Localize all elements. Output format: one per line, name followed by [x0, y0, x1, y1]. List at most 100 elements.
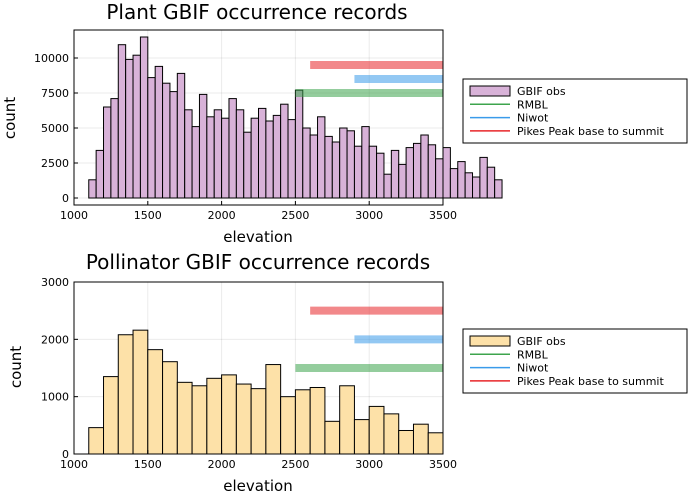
pollinator-histogram-bar [280, 396, 296, 455]
plant-histogram-bar [472, 176, 481, 199]
plant-histogram-bar [479, 156, 488, 199]
plant-histogram-bar [376, 152, 385, 199]
plant-x-axis-label: elevation [223, 228, 292, 246]
pollinator-histogram-bar [412, 423, 429, 455]
plant-y-ticks: 0 2500 5000 7500 10000 [34, 52, 78, 205]
pollinator-chart-title: Pollinator GBIF occurrence records [86, 250, 430, 274]
plant-histogram-bar [287, 119, 296, 199]
plant-histogram-bar [250, 117, 259, 199]
plant-chart-title: Plant GBIF occurrence records [106, 0, 407, 24]
plant-histogram-bar [198, 93, 208, 199]
pollinator-x-tick-label: 2000 [208, 458, 236, 471]
pollinator-x-tick-label: 2500 [281, 458, 309, 471]
plant-histogram-bar [464, 172, 474, 199]
plant-histogram-bar [221, 117, 230, 199]
plant-histogram-bar [309, 134, 319, 199]
plant-histogram-bar [235, 109, 245, 199]
pollinator-histogram-bar [368, 405, 385, 455]
pollinator-y-ticks: 0 1000 2000 3000 [41, 276, 78, 461]
plant-histogram-bar [154, 65, 164, 199]
plant-histogram-bar [228, 98, 237, 199]
pollinator-y-tick-label: 2000 [41, 333, 69, 346]
plant-x-tick-label: 1000 [60, 209, 88, 222]
plant-histogram-bar [435, 158, 444, 199]
plant-histogram-bar [420, 134, 429, 199]
plant-x-tick-label: 2500 [281, 209, 309, 222]
plant-legend-label: RMBL [517, 98, 549, 111]
plant-legend-swatch [469, 85, 511, 97]
plant-histogram-bar [398, 163, 407, 199]
plant-legend-label: Niwot [517, 112, 549, 125]
plant-y-tick-label: 10000 [34, 52, 69, 65]
pollinator-range-lines [295, 306, 443, 372]
plant-histogram-bar [147, 77, 156, 199]
plant-histogram-bar [169, 91, 178, 199]
plant-histogram-bar [243, 131, 252, 199]
pollinator-histogram-bar [324, 420, 341, 455]
plant-x-tick-label: 3500 [429, 209, 457, 222]
pollinator-histogram-bar [235, 383, 252, 455]
plant-histogram-bar [272, 114, 282, 199]
pollinator-legend-swatch [469, 335, 511, 347]
pollinator-histogram-bar [176, 381, 193, 455]
pollinator-histogram-bar [206, 377, 223, 455]
pollinator-legend-label: Pikes Peak base to summit [517, 375, 664, 388]
plant-bars [88, 36, 503, 199]
plant-histogram-bar [383, 173, 392, 199]
pollinator-histogram-bar [353, 419, 370, 455]
pollinator-x-tick-label: 3000 [355, 458, 383, 471]
plant-histogram-bar [302, 127, 311, 199]
pollinator-histogram-bar [250, 388, 267, 455]
plant-histogram-bar [317, 116, 326, 199]
plant-histogram-bar [294, 89, 304, 199]
plant-plot-frame [73, 29, 444, 206]
plant-histogram-bar [339, 127, 348, 199]
pollinator-y-tick-label: 1000 [41, 391, 69, 404]
pollinator-y-tick-label: 3000 [41, 276, 69, 289]
plant-histogram-bar [361, 126, 370, 199]
pollinator-histogram-bar [221, 374, 237, 455]
plant-histogram-bar [412, 142, 422, 199]
plant-histogram-bar [258, 107, 267, 199]
plant-histogram-bar [280, 103, 289, 199]
pollinator-chart: Pollinator GBIF occurrence records eleva… [7, 250, 688, 495]
pollinator-histogram-bar [147, 349, 164, 455]
plant-histogram-bar [331, 141, 341, 199]
plant-histogram-bar [110, 98, 119, 199]
plant-y-tick-label: 7500 [41, 87, 69, 100]
plant-histogram-bar [139, 36, 149, 199]
plant-y-tick-label: 2500 [41, 157, 69, 170]
plant-histogram-bar [191, 126, 200, 199]
plant-histogram-bar [449, 168, 459, 199]
plant-y-tick-label: 0 [62, 192, 69, 205]
pollinator-histogram-bar [103, 376, 119, 455]
plant-histogram-bar [213, 109, 223, 199]
plant-histogram-bar [457, 161, 466, 199]
plant-histogram-bar [324, 135, 333, 199]
plant-histogram-bar [125, 58, 134, 199]
pollinator-legend-label: GBIF obs [517, 335, 566, 348]
pollinator-x-tick-label: 1500 [134, 458, 162, 471]
plant-histogram-bar [176, 72, 186, 199]
pollinator-bars [88, 329, 444, 455]
pollinator-plot-frame [73, 281, 444, 455]
plant-x-tick-label: 1500 [134, 209, 162, 222]
plant-legend-label: Pikes Peak base to summit [517, 125, 664, 138]
plant-x-tick-label: 3000 [355, 209, 383, 222]
pollinator-histogram-bar [294, 389, 311, 455]
plant-histogram-bar [132, 54, 141, 199]
plant-histogram-bar [117, 44, 127, 199]
plant-histogram-bar [494, 179, 503, 199]
pollinator-x-tick-label: 1000 [60, 458, 88, 471]
plant-histogram-bar [368, 145, 378, 199]
pollinator-histogram-bar [398, 429, 414, 455]
plant-chart: Plant GBIF occurrence records elevation … [1, 0, 688, 246]
pollinator-histogram-bar [117, 334, 134, 455]
pollinator-x-tick-label: 3500 [429, 458, 457, 471]
pollinator-histogram-bar [162, 361, 178, 455]
pollinator-legend-label: Niwot [517, 362, 549, 375]
plant-histogram-bar [206, 116, 215, 199]
